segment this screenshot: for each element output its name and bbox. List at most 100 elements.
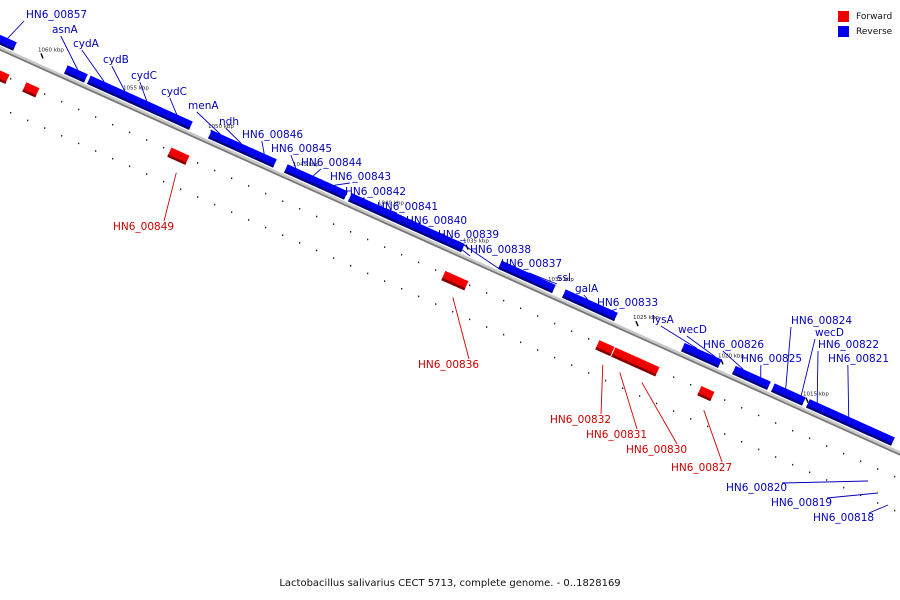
position-dot	[469, 318, 471, 321]
label-leader	[7, 20, 25, 39]
label-leader	[800, 338, 816, 396]
gene-label: cydA	[73, 38, 100, 50]
position-dot	[265, 192, 267, 195]
reverse-gene[interactable]	[225, 137, 254, 158]
reverse-gene[interactable]	[793, 393, 806, 406]
position-dot	[809, 471, 811, 474]
label-leader	[225, 127, 242, 144]
position-dot	[486, 326, 488, 328]
position-dot	[214, 203, 216, 206]
position-dot	[741, 440, 743, 443]
position-dot	[707, 425, 709, 428]
label-leader	[600, 364, 604, 415]
gene-label: asnA	[52, 24, 79, 36]
position-dot	[129, 131, 131, 134]
legend-reverse: Reverse	[838, 24, 892, 39]
reverse-gene[interactable]	[87, 75, 118, 97]
position-dot	[571, 364, 573, 367]
gene-label: HN6_00825	[741, 353, 802, 365]
reverse-gene[interactable]	[562, 289, 610, 318]
label-leader	[703, 410, 723, 463]
position-dot	[333, 223, 335, 225]
forward-gene[interactable]	[628, 355, 660, 377]
reverse-gene[interactable]	[0, 34, 17, 51]
reverse-gene[interactable]	[806, 399, 825, 415]
tick-label: 1030 kbp	[548, 277, 574, 283]
reverse-gene[interactable]	[771, 383, 797, 402]
reverse-gene[interactable]	[128, 94, 162, 116]
gene-label: lysA	[652, 314, 675, 326]
gene-label: HN6_00836	[418, 359, 479, 371]
reverse-gene[interactable]	[821, 406, 873, 436]
label-leader	[261, 140, 265, 154]
position-dot	[792, 463, 794, 466]
reverse-gene[interactable]	[732, 365, 751, 381]
label-leader	[111, 65, 126, 92]
position-dot	[639, 395, 641, 397]
reverse-gene[interactable]	[299, 171, 324, 189]
position-dot	[95, 150, 97, 152]
label-leader	[60, 35, 79, 71]
position-dot	[418, 261, 420, 264]
reverse-gene[interactable]	[867, 426, 895, 446]
position-dot	[350, 231, 352, 233]
reverse-gene[interactable]	[208, 130, 229, 147]
gene-label: cydC	[161, 86, 187, 98]
reverse-gene[interactable]	[603, 307, 618, 322]
reverse-gene[interactable]	[64, 65, 88, 83]
forward-gene[interactable]	[611, 347, 633, 365]
reverse-gene[interactable]	[369, 202, 398, 223]
position-dot	[554, 356, 556, 359]
position-dot	[758, 414, 760, 417]
gene-label: cydB	[103, 54, 129, 66]
position-dot	[690, 418, 692, 420]
legend: Forward Reverse	[838, 9, 892, 39]
tick-label: 1040 kbp	[378, 200, 404, 206]
position-dot	[299, 208, 301, 210]
reverse-gene[interactable]	[112, 86, 134, 104]
legend-forward: Forward	[838, 9, 892, 24]
label-leader	[686, 335, 716, 358]
reverse-gene[interactable]	[400, 216, 434, 239]
forward-gene[interactable]	[595, 340, 615, 357]
position-dot	[129, 165, 131, 168]
forward-gene[interactable]	[22, 82, 40, 98]
position-dot	[384, 280, 386, 282]
forward-gene[interactable]	[697, 386, 715, 402]
position-dot	[554, 322, 556, 325]
position-dot	[163, 146, 165, 149]
gene-label: HN6_00837	[501, 258, 562, 270]
position-dot	[197, 162, 199, 164]
reverse-gene[interactable]	[747, 372, 771, 390]
position-dot	[180, 188, 182, 191]
gene-label: HN6_00818	[813, 512, 874, 524]
gene-label: HN6_00826	[703, 339, 764, 351]
gene-label: HN6_00821	[828, 353, 889, 365]
reverse-gene[interactable]	[681, 343, 710, 363]
tick-mark	[805, 397, 809, 403]
forward-gene[interactable]	[167, 147, 190, 165]
position-dot	[401, 253, 403, 256]
label-leader	[452, 297, 470, 360]
reverse-gene[interactable]	[498, 260, 556, 294]
position-dot	[792, 429, 794, 432]
label-leader	[868, 504, 889, 514]
genome-axis	[0, 46, 900, 454]
reverse-gene[interactable]	[248, 148, 277, 168]
reverse-gene[interactable]	[284, 164, 304, 180]
position-dot	[95, 116, 97, 118]
label-leader	[290, 154, 297, 169]
reverse-gene[interactable]	[348, 193, 374, 212]
reverse-gene[interactable]	[157, 107, 193, 130]
forward-gene[interactable]	[441, 270, 469, 291]
position-dot	[214, 169, 216, 172]
reverse-gene[interactable]	[317, 179, 348, 200]
label-leader	[418, 222, 439, 242]
reverse-gene[interactable]	[705, 353, 722, 368]
position-dot	[10, 78, 12, 80]
forward-gene[interactable]	[0, 69, 10, 84]
label-leader	[312, 168, 322, 177]
position-dot	[146, 139, 148, 141]
label-leader	[612, 308, 617, 311]
position-dot	[588, 372, 590, 374]
